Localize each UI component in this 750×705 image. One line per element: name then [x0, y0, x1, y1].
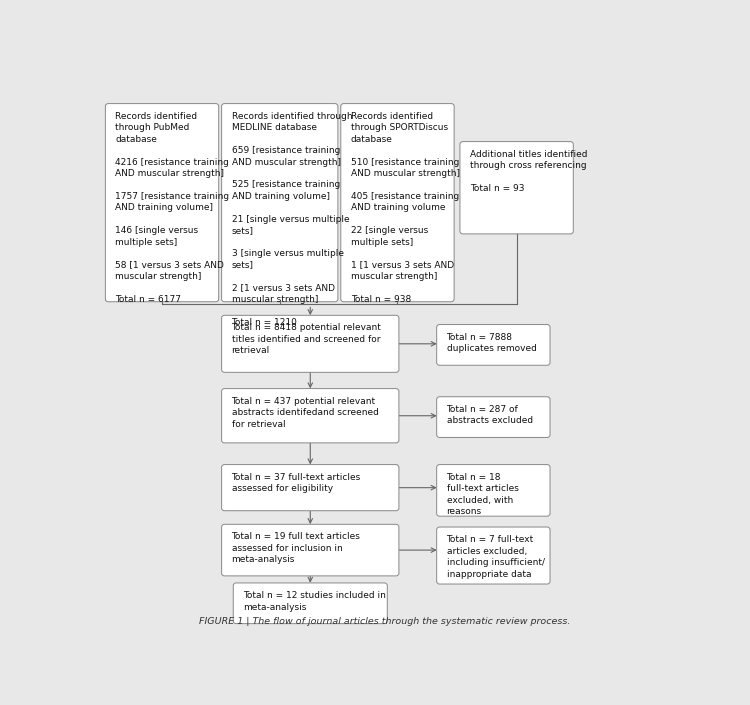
Text: Total n = 18
full-text articles
excluded, with
reasons: Total n = 18 full-text articles excluded…	[446, 473, 518, 516]
Text: Total n = 287 of
abstracts excluded: Total n = 287 of abstracts excluded	[446, 405, 532, 425]
Text: Records identified
through SPORTDiscus
database

510 [resistance training
AND mu: Records identified through SPORTDiscus d…	[351, 112, 460, 304]
FancyBboxPatch shape	[436, 527, 550, 584]
FancyBboxPatch shape	[222, 465, 399, 510]
Text: Total n = 8418 potential relevant
titles identified and screened for
retrieval: Total n = 8418 potential relevant titles…	[232, 324, 382, 355]
FancyBboxPatch shape	[233, 583, 387, 624]
Text: Total n = 19 full text articles
assessed for inclusion in
meta-analysis: Total n = 19 full text articles assessed…	[232, 532, 361, 564]
Text: Total n = 7 full-text
articles excluded,
including insufficient/
inappropriate d: Total n = 7 full-text articles excluded,…	[446, 535, 544, 579]
FancyBboxPatch shape	[105, 104, 219, 302]
FancyBboxPatch shape	[460, 142, 573, 234]
Text: Total n = 437 potential relevant
abstracts identifedand screened
for retrieval: Total n = 437 potential relevant abstrac…	[232, 397, 379, 429]
Text: Records identified
through PubMed
database

4216 [resistance training
AND muscul: Records identified through PubMed databa…	[116, 112, 230, 304]
Text: Total n = 7888
duplicates removed: Total n = 7888 duplicates removed	[446, 333, 536, 353]
FancyBboxPatch shape	[222, 388, 399, 443]
FancyBboxPatch shape	[436, 324, 550, 365]
Text: Records identified through
MEDLINE database

659 [resistance training
AND muscul: Records identified through MEDLINE datab…	[232, 112, 352, 327]
FancyBboxPatch shape	[436, 397, 550, 437]
FancyBboxPatch shape	[222, 315, 399, 372]
Text: Total n = 37 full-text articles
assessed for eligibility: Total n = 37 full-text articles assessed…	[232, 473, 361, 493]
Text: Total n = 12 studies included in
meta-analysis: Total n = 12 studies included in meta-an…	[243, 591, 386, 611]
FancyBboxPatch shape	[436, 465, 550, 516]
FancyBboxPatch shape	[340, 104, 454, 302]
FancyBboxPatch shape	[222, 525, 399, 576]
Text: FIGURE 1 | The flow of journal articles through the systematic review process.: FIGURE 1 | The flow of journal articles …	[199, 618, 570, 626]
FancyBboxPatch shape	[222, 104, 338, 302]
Text: Additional titles identified
through cross referencing

Total n = 93: Additional titles identified through cro…	[470, 149, 587, 193]
